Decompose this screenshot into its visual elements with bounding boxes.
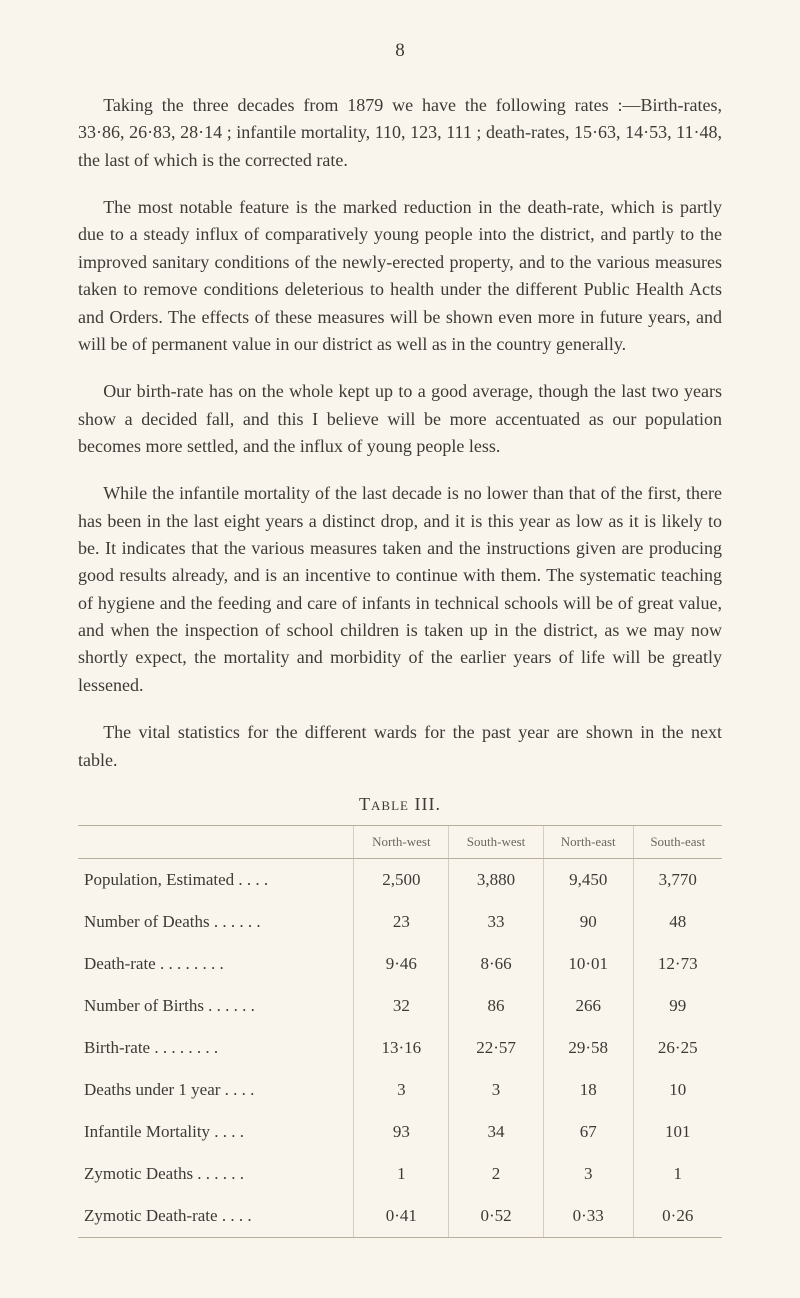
row-label: Zymotic Death-rate . . . . xyxy=(78,1195,354,1238)
col-header-blank xyxy=(78,825,354,858)
cell: 0·52 xyxy=(449,1195,544,1238)
row-label: Infantile Mortality . . . . xyxy=(78,1111,354,1153)
cell: 9,450 xyxy=(543,858,633,901)
paragraph-1: Taking the three decades from 1879 we ha… xyxy=(78,92,722,174)
cell: 8·66 xyxy=(449,943,544,985)
row-label: Deaths under 1 year . . . . xyxy=(78,1069,354,1111)
cell: 1 xyxy=(354,1153,449,1195)
row-label: Number of Births . . . . . . xyxy=(78,985,354,1027)
cell: 101 xyxy=(633,1111,722,1153)
row-label: Birth-rate . . . . . . . . xyxy=(78,1027,354,1069)
cell: 0·26 xyxy=(633,1195,722,1238)
cell: 0·33 xyxy=(543,1195,633,1238)
table-row: Deaths under 1 year . . . . 3 3 18 10 xyxy=(78,1069,722,1111)
cell: 3,770 xyxy=(633,858,722,901)
table-row: Infantile Mortality . . . . 93 34 67 101 xyxy=(78,1111,722,1153)
paragraph-3: Our birth-rate has on the whole kept up … xyxy=(78,378,722,460)
cell: 13·16 xyxy=(354,1027,449,1069)
table-row: Birth-rate . . . . . . . . 13·16 22·57 2… xyxy=(78,1027,722,1069)
cell: 18 xyxy=(543,1069,633,1111)
table-row: Number of Births . . . . . . 32 86 266 9… xyxy=(78,985,722,1027)
cell: 34 xyxy=(449,1111,544,1153)
cell: 3 xyxy=(449,1069,544,1111)
cell: 2,500 xyxy=(354,858,449,901)
cell: 33 xyxy=(449,901,544,943)
cell: 99 xyxy=(633,985,722,1027)
col-header-nw: North-west xyxy=(354,825,449,858)
table-row: Zymotic Deaths . . . . . . 1 2 3 1 xyxy=(78,1153,722,1195)
cell: 48 xyxy=(633,901,722,943)
cell: 67 xyxy=(543,1111,633,1153)
row-label: Number of Deaths . . . . . . xyxy=(78,901,354,943)
table-row: Population, Estimated . . . . 2,500 3,88… xyxy=(78,858,722,901)
row-label: Population, Estimated . . . . xyxy=(78,858,354,901)
table-row: Number of Deaths . . . . . . 23 33 90 48 xyxy=(78,901,722,943)
statistics-table: North-west South-west North-east South-e… xyxy=(78,825,722,1238)
cell: 12·73 xyxy=(633,943,722,985)
cell: 10·01 xyxy=(543,943,633,985)
paragraph-2: The most notable feature is the marked r… xyxy=(78,194,722,358)
paragraph-4: While the infantile mortality of the las… xyxy=(78,480,722,699)
table-title: Table III. xyxy=(78,794,722,815)
table-row: Death-rate . . . . . . . . 9·46 8·66 10·… xyxy=(78,943,722,985)
cell: 0·41 xyxy=(354,1195,449,1238)
table-row: Zymotic Death-rate . . . . 0·41 0·52 0·3… xyxy=(78,1195,722,1238)
cell: 10 xyxy=(633,1069,722,1111)
col-header-sw: South-west xyxy=(449,825,544,858)
page: 8 Taking the three decades from 1879 we … xyxy=(0,0,800,1298)
cell: 22·57 xyxy=(449,1027,544,1069)
col-header-ne: North-east xyxy=(543,825,633,858)
table-header-row: North-west South-west North-east South-e… xyxy=(78,825,722,858)
page-number: 8 xyxy=(78,40,722,62)
row-label: Zymotic Deaths . . . . . . xyxy=(78,1153,354,1195)
paragraph-5: The vital statistics for the different w… xyxy=(78,719,722,774)
cell: 26·25 xyxy=(633,1027,722,1069)
cell: 3,880 xyxy=(449,858,544,901)
cell: 9·46 xyxy=(354,943,449,985)
cell: 29·58 xyxy=(543,1027,633,1069)
cell: 2 xyxy=(449,1153,544,1195)
cell: 3 xyxy=(354,1069,449,1111)
cell: 90 xyxy=(543,901,633,943)
cell: 93 xyxy=(354,1111,449,1153)
cell: 32 xyxy=(354,985,449,1027)
cell: 1 xyxy=(633,1153,722,1195)
cell: 86 xyxy=(449,985,544,1027)
cell: 3 xyxy=(543,1153,633,1195)
row-label: Death-rate . . . . . . . . xyxy=(78,943,354,985)
cell: 23 xyxy=(354,901,449,943)
col-header-se: South-east xyxy=(633,825,722,858)
cell: 266 xyxy=(543,985,633,1027)
